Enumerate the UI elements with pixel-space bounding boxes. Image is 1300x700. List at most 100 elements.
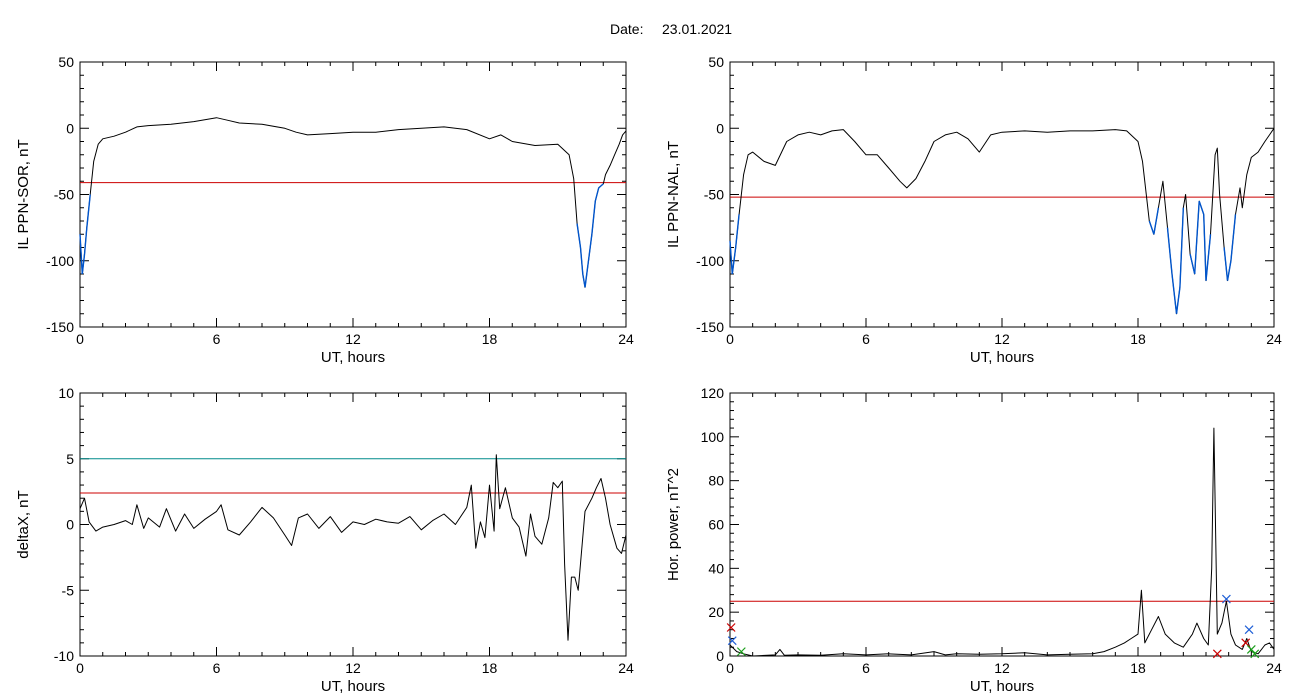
x-tick-label: 12 xyxy=(994,331,1010,347)
x-tick-label: 0 xyxy=(76,660,84,676)
plot-frame xyxy=(79,61,627,328)
threshold-excursion xyxy=(1175,287,1181,314)
y-tick-label: -50 xyxy=(54,187,74,203)
x-tick-label: 6 xyxy=(213,331,221,347)
data-trace xyxy=(79,454,627,641)
x-marker xyxy=(727,636,737,646)
threshold-excursion xyxy=(1148,220,1155,235)
plot-frame xyxy=(79,392,627,657)
y-axis-label: IL PPN-NAL, nT xyxy=(665,141,682,248)
x-tick-label: 12 xyxy=(994,660,1010,676)
x-tick-label: 0 xyxy=(76,331,84,347)
date-label: Date: xyxy=(610,21,643,37)
y-axis-label: Hor. power, nT^2 xyxy=(665,468,682,581)
y-tick-label: 0 xyxy=(716,120,724,136)
threshold-excursion xyxy=(1230,214,1237,261)
threshold-excursion xyxy=(1166,227,1173,275)
y-tick-label: 0 xyxy=(716,648,724,664)
threshold-excursion xyxy=(598,183,604,189)
data-trace xyxy=(729,128,1275,315)
threshold-excursion xyxy=(594,187,600,202)
y-tick-label: 40 xyxy=(708,560,724,576)
x-tick-label: 24 xyxy=(618,331,634,347)
y-tick-label: 10 xyxy=(58,385,74,401)
threshold-excursion xyxy=(1205,234,1212,281)
panel-hor-power: 0 6 12 18 24 120 100 80 60 40 20 0 UT, hours Hor. pow… xyxy=(665,385,1282,695)
x-axis-label: UT, hours xyxy=(970,678,1034,695)
threshold-excursion xyxy=(86,194,91,228)
threshold-excursion xyxy=(1198,200,1205,215)
x-axis-label: UT, hours xyxy=(321,678,385,695)
x-tick-label: 24 xyxy=(1266,660,1282,676)
x-tick-label: 12 xyxy=(345,331,361,347)
x-marker xyxy=(1221,594,1231,604)
threshold-excursion xyxy=(83,227,88,255)
y-tick-label: -50 xyxy=(704,187,724,203)
panel-il-ppn-sor: 0 6 12 18 24 50 0 -50 -100 -150 UT, hours IL PPN-SO… xyxy=(15,54,634,366)
x-tick-label: 0 xyxy=(726,660,734,676)
x-marker xyxy=(1241,638,1251,648)
threshold-excursion xyxy=(576,223,582,248)
x-marker xyxy=(1244,625,1254,635)
threshold-excursion xyxy=(1179,207,1185,288)
threshold-excursion xyxy=(731,247,737,275)
y-tick-label: -150 xyxy=(46,319,74,335)
x-marker xyxy=(1212,649,1222,659)
y-tick-label: 0 xyxy=(66,120,74,136)
y-tick-label: 50 xyxy=(58,54,74,70)
x-tick-label: 0 xyxy=(726,331,734,347)
threshold-excursion xyxy=(734,214,740,248)
x-marker xyxy=(736,647,746,657)
y-tick-label: 60 xyxy=(708,517,724,533)
x-tick-label: 18 xyxy=(1130,660,1146,676)
threshold-excursion xyxy=(587,234,593,261)
x-tick-label: 18 xyxy=(482,660,498,676)
x-tick-label: 18 xyxy=(1130,331,1146,347)
threshold-excursion xyxy=(1171,273,1178,314)
threshold-excursion xyxy=(1189,253,1196,275)
y-tick-label: -150 xyxy=(696,319,724,335)
y-tick-label: -100 xyxy=(696,253,724,269)
x-tick-label: 6 xyxy=(862,660,870,676)
y-tick-label: 50 xyxy=(708,54,724,70)
threshold-excursion xyxy=(1203,214,1207,281)
x-axis-label: UT, hours xyxy=(970,349,1034,366)
y-tick-label: -10 xyxy=(54,648,74,664)
threshold-excursion xyxy=(1193,201,1200,275)
date-value: 23.01.2021 xyxy=(662,21,732,37)
y-tick-label: -100 xyxy=(46,253,74,269)
x-marker xyxy=(1250,649,1260,659)
y-axis-label: IL PPN-SOR, nT xyxy=(15,139,32,249)
y-tick-label: 120 xyxy=(701,385,725,401)
threshold-excursion xyxy=(591,201,596,235)
y-tick-label: 100 xyxy=(701,429,725,445)
threshold-excursion xyxy=(1223,247,1229,281)
y-tick-label: 0 xyxy=(66,517,74,533)
x-tick-label: 6 xyxy=(862,331,870,347)
data-trace xyxy=(79,117,627,288)
threshold-excursion xyxy=(79,234,83,275)
threshold-excursion xyxy=(81,254,86,275)
x-tick-label: 24 xyxy=(1266,331,1282,347)
y-tick-label: 80 xyxy=(708,473,724,489)
x-tick-label: 12 xyxy=(345,660,361,676)
x-marker xyxy=(1246,645,1256,654)
y-axis-label: deltaX, nT xyxy=(15,490,32,558)
x-tick-label: 6 xyxy=(213,660,221,676)
y-tick-label: -5 xyxy=(62,582,75,598)
data-trace xyxy=(729,427,1275,657)
threshold-excursion xyxy=(584,260,590,288)
x-tick-label: 24 xyxy=(618,660,634,676)
y-tick-label: 20 xyxy=(708,604,724,620)
threshold-excursion xyxy=(729,240,733,275)
plot-frame xyxy=(729,61,1275,328)
plot-frame xyxy=(729,392,1275,657)
x-marker xyxy=(726,623,736,632)
threshold-excursion xyxy=(1153,207,1160,235)
threshold-excursion xyxy=(1226,260,1232,281)
x-tick-label: 18 xyxy=(482,331,498,347)
x-axis-label: UT, hours xyxy=(321,349,385,366)
y-tick-label: 5 xyxy=(66,451,74,467)
panel-il-ppn-nal: 0 6 12 18 24 50 0 -50 -100 -150 UT, hours IL PPN-NA… xyxy=(665,54,1282,366)
